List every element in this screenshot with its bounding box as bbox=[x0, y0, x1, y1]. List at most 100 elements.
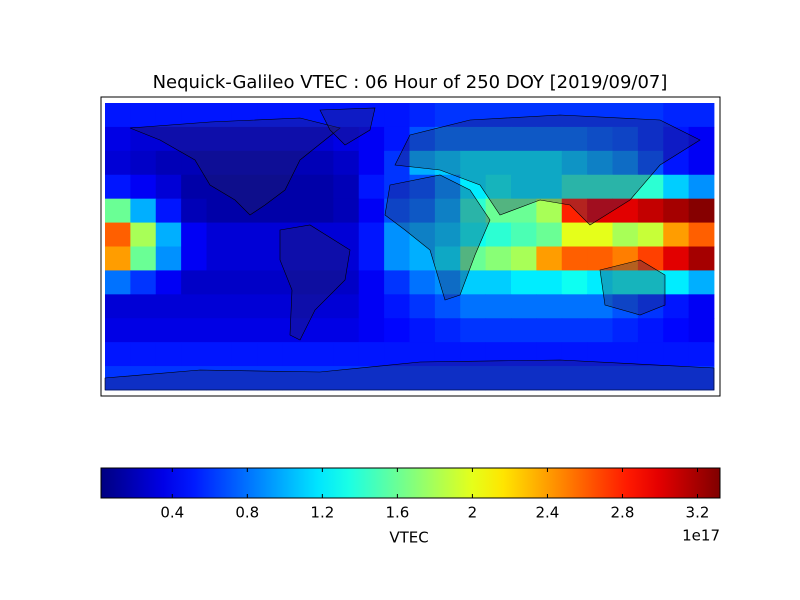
heat-cell bbox=[434, 342, 461, 367]
heat-cell bbox=[688, 318, 715, 343]
heat-cell bbox=[358, 246, 385, 271]
heat-cell bbox=[257, 342, 284, 367]
heat-cell bbox=[511, 103, 537, 128]
heat-cell bbox=[561, 150, 588, 176]
heat-cell bbox=[282, 222, 309, 247]
greenland bbox=[319, 107, 376, 146]
heat-cell bbox=[688, 174, 715, 200]
heat-cell bbox=[231, 342, 258, 367]
heat-cell bbox=[358, 222, 385, 247]
heat-cell bbox=[231, 366, 258, 391]
heat-cell bbox=[181, 150, 207, 176]
heat-cell bbox=[384, 294, 410, 319]
heat-cell bbox=[587, 318, 613, 343]
heat-cell bbox=[333, 342, 360, 367]
heat-cell bbox=[637, 150, 664, 176]
heat-cell bbox=[358, 198, 385, 223]
heat-cell bbox=[282, 103, 309, 128]
heat-cell bbox=[181, 174, 207, 200]
heat-cell bbox=[206, 246, 233, 271]
heat-cell bbox=[206, 294, 233, 319]
heat-cell bbox=[181, 318, 207, 343]
heat-cell bbox=[511, 366, 537, 391]
heat-cell bbox=[460, 198, 487, 223]
heat-cell bbox=[105, 198, 131, 223]
heat-cell bbox=[409, 126, 436, 152]
heat-cell bbox=[485, 366, 512, 391]
heat-cell bbox=[663, 174, 690, 200]
heat-cell bbox=[485, 318, 512, 343]
heat-cell bbox=[536, 294, 563, 319]
heat-cell bbox=[637, 174, 664, 200]
eurasia bbox=[394, 114, 701, 226]
heat-cell bbox=[282, 342, 309, 367]
colorbar-tick-label: 2.4 bbox=[536, 504, 560, 522]
heat-cell bbox=[181, 342, 207, 367]
heat-cell bbox=[688, 222, 715, 247]
heat-cell bbox=[485, 246, 512, 271]
heat-cell bbox=[561, 126, 588, 152]
heat-cell bbox=[587, 150, 613, 176]
heat-cell bbox=[231, 246, 258, 271]
heat-cell bbox=[485, 198, 512, 223]
heat-cell bbox=[257, 318, 284, 343]
heat-cell bbox=[587, 366, 613, 391]
heat-cell bbox=[358, 342, 385, 367]
heat-cell bbox=[511, 294, 537, 319]
heat-cell bbox=[485, 103, 512, 128]
heat-cell bbox=[130, 126, 157, 152]
heat-cell bbox=[257, 222, 284, 247]
heat-cell bbox=[105, 294, 131, 319]
heat-cell bbox=[384, 222, 410, 247]
heat-cell bbox=[561, 318, 588, 343]
africa bbox=[384, 174, 491, 301]
heat-cell bbox=[663, 270, 690, 295]
heat-cell bbox=[333, 270, 360, 295]
heat-cell bbox=[105, 222, 131, 247]
heat-cell bbox=[105, 174, 131, 200]
heat-cell bbox=[206, 270, 233, 295]
heat-cell bbox=[612, 103, 639, 128]
heat-cell bbox=[485, 222, 512, 247]
heat-cell bbox=[434, 126, 461, 152]
heat-cell bbox=[130, 246, 157, 271]
heat-cell bbox=[333, 150, 360, 176]
heat-cell bbox=[612, 222, 639, 247]
heat-cell bbox=[282, 246, 309, 271]
heat-cell bbox=[485, 150, 512, 176]
heat-cell bbox=[231, 318, 258, 343]
heat-cell bbox=[409, 246, 436, 271]
heat-cell bbox=[561, 222, 588, 247]
heat-cell bbox=[358, 150, 385, 176]
heat-cell bbox=[130, 342, 157, 367]
heat-cell bbox=[308, 366, 334, 391]
heat-cell bbox=[308, 150, 334, 176]
heat-cell bbox=[231, 174, 258, 200]
heat-cell bbox=[460, 294, 487, 319]
heat-cell bbox=[536, 150, 563, 176]
heat-cell bbox=[637, 103, 664, 128]
heat-cell bbox=[105, 246, 131, 271]
heat-cell bbox=[155, 342, 182, 367]
heat-cell bbox=[460, 366, 487, 391]
heat-cell bbox=[637, 222, 664, 247]
heat-cell bbox=[460, 103, 487, 128]
heat-cell bbox=[105, 366, 131, 391]
heat-cell bbox=[536, 318, 563, 343]
heat-cell bbox=[485, 126, 512, 152]
heat-cell bbox=[688, 342, 715, 367]
heat-cell bbox=[105, 270, 131, 295]
heat-cell bbox=[460, 150, 487, 176]
heat-cell bbox=[257, 246, 284, 271]
heat-cell bbox=[181, 198, 207, 223]
heat-cell bbox=[409, 222, 436, 247]
heat-cell bbox=[181, 246, 207, 271]
colorbar-tick-label: 0.8 bbox=[235, 504, 259, 522]
heat-cell bbox=[384, 103, 410, 128]
heat-cell bbox=[384, 126, 410, 152]
heat-cell bbox=[105, 150, 131, 176]
heat-cell bbox=[105, 103, 131, 128]
heat-cell bbox=[282, 270, 309, 295]
heat-cell bbox=[637, 318, 664, 343]
heat-cell bbox=[333, 222, 360, 247]
